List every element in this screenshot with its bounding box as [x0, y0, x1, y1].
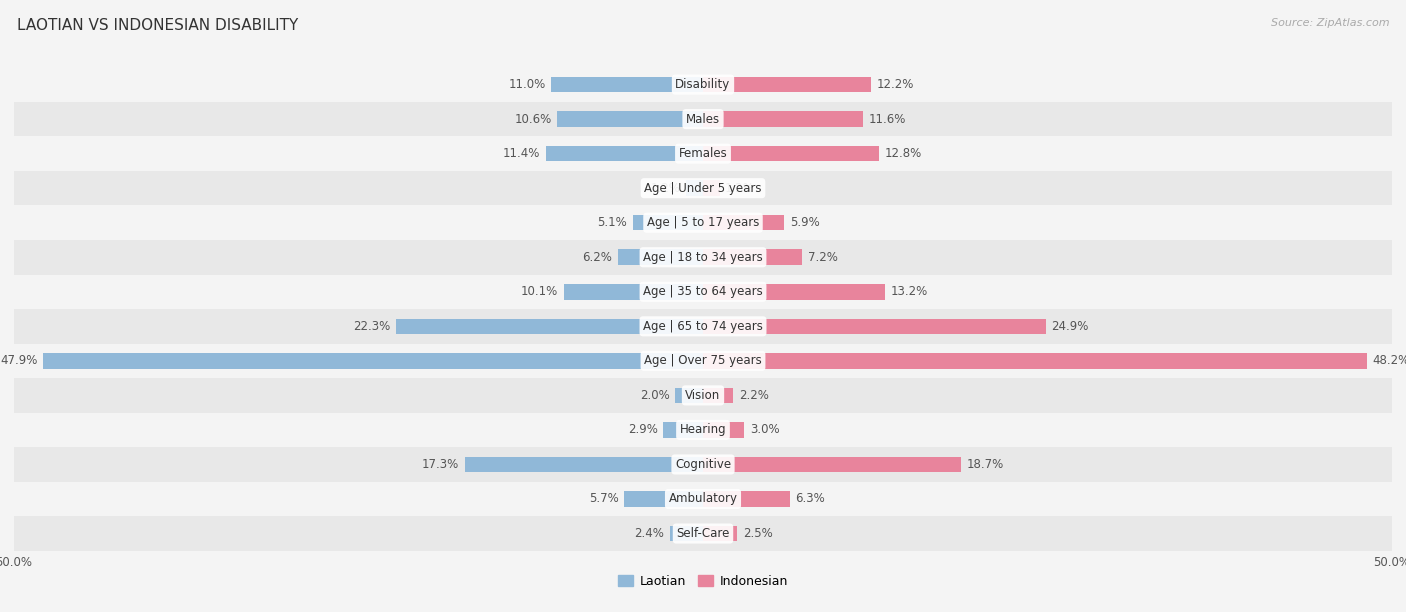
Text: Age | 18 to 34 years: Age | 18 to 34 years	[643, 251, 763, 264]
Text: 47.9%: 47.9%	[0, 354, 38, 367]
Bar	[14, 206, 1392, 240]
Text: 48.2%: 48.2%	[1372, 354, 1406, 367]
Bar	[14, 309, 1392, 343]
Text: 1.2%: 1.2%	[651, 182, 681, 195]
Text: 7.2%: 7.2%	[807, 251, 838, 264]
Bar	[14, 412, 1392, 447]
Bar	[703, 284, 884, 299]
Text: Self-Care: Self-Care	[676, 527, 730, 540]
Bar	[703, 526, 738, 541]
Text: 5.9%: 5.9%	[790, 216, 820, 230]
Bar	[44, 353, 703, 368]
Bar	[14, 343, 1392, 378]
Text: Source: ZipAtlas.com: Source: ZipAtlas.com	[1271, 18, 1389, 28]
Bar	[669, 526, 703, 541]
Text: 13.2%: 13.2%	[890, 285, 928, 298]
Bar	[703, 250, 803, 265]
Text: 18.7%: 18.7%	[966, 458, 1004, 471]
Bar	[14, 240, 1392, 275]
Text: 2.5%: 2.5%	[742, 527, 773, 540]
Bar	[617, 250, 703, 265]
Bar	[703, 457, 960, 472]
Text: 10.1%: 10.1%	[522, 285, 558, 298]
Text: 2.2%: 2.2%	[738, 389, 769, 402]
Text: Males: Males	[686, 113, 720, 125]
Text: 1.2%: 1.2%	[725, 182, 755, 195]
Bar	[564, 284, 703, 299]
Text: 11.6%: 11.6%	[869, 113, 905, 125]
Text: 24.9%: 24.9%	[1052, 320, 1090, 333]
Legend: Laotian, Indonesian: Laotian, Indonesian	[613, 570, 793, 593]
Bar	[14, 102, 1392, 136]
Text: 2.0%: 2.0%	[640, 389, 669, 402]
Text: 10.6%: 10.6%	[515, 113, 551, 125]
Bar	[14, 447, 1392, 482]
Bar	[395, 319, 703, 334]
Text: 12.8%: 12.8%	[884, 147, 922, 160]
Bar	[703, 181, 720, 196]
Bar	[703, 422, 744, 438]
Text: 11.0%: 11.0%	[509, 78, 546, 91]
Text: LAOTIAN VS INDONESIAN DISABILITY: LAOTIAN VS INDONESIAN DISABILITY	[17, 18, 298, 34]
Bar	[14, 67, 1392, 102]
Text: Females: Females	[679, 147, 727, 160]
Bar	[703, 77, 872, 92]
Bar	[14, 171, 1392, 206]
Text: 22.3%: 22.3%	[353, 320, 391, 333]
Bar	[703, 319, 1046, 334]
Bar	[703, 215, 785, 231]
Text: Age | 65 to 74 years: Age | 65 to 74 years	[643, 320, 763, 333]
Text: Disability: Disability	[675, 78, 731, 91]
Text: Age | Over 75 years: Age | Over 75 years	[644, 354, 762, 367]
Text: 3.0%: 3.0%	[749, 424, 779, 436]
Bar	[14, 482, 1392, 517]
Text: Ambulatory: Ambulatory	[668, 493, 738, 506]
Bar	[624, 491, 703, 507]
Bar	[703, 353, 1367, 368]
Text: 12.2%: 12.2%	[876, 78, 914, 91]
Bar	[14, 136, 1392, 171]
Bar	[703, 387, 734, 403]
Text: Age | 35 to 64 years: Age | 35 to 64 years	[643, 285, 763, 298]
Text: Age | 5 to 17 years: Age | 5 to 17 years	[647, 216, 759, 230]
Bar	[14, 275, 1392, 309]
Bar	[464, 457, 703, 472]
Text: 5.1%: 5.1%	[598, 216, 627, 230]
Bar	[675, 387, 703, 403]
Text: Vision: Vision	[685, 389, 721, 402]
Bar	[546, 146, 703, 162]
Bar	[633, 215, 703, 231]
Bar	[557, 111, 703, 127]
Text: Cognitive: Cognitive	[675, 458, 731, 471]
Text: Age | Under 5 years: Age | Under 5 years	[644, 182, 762, 195]
Bar	[14, 517, 1392, 551]
Bar	[551, 77, 703, 92]
Bar	[703, 111, 863, 127]
Text: 6.2%: 6.2%	[582, 251, 612, 264]
Text: Hearing: Hearing	[679, 424, 727, 436]
Text: 17.3%: 17.3%	[422, 458, 460, 471]
Bar	[703, 491, 790, 507]
Bar	[703, 146, 879, 162]
Bar	[14, 378, 1392, 412]
Bar	[686, 181, 703, 196]
Text: 2.9%: 2.9%	[627, 424, 658, 436]
Text: 6.3%: 6.3%	[796, 493, 825, 506]
Text: 5.7%: 5.7%	[589, 493, 619, 506]
Bar	[664, 422, 703, 438]
Text: 11.4%: 11.4%	[503, 147, 540, 160]
Text: 2.4%: 2.4%	[634, 527, 665, 540]
